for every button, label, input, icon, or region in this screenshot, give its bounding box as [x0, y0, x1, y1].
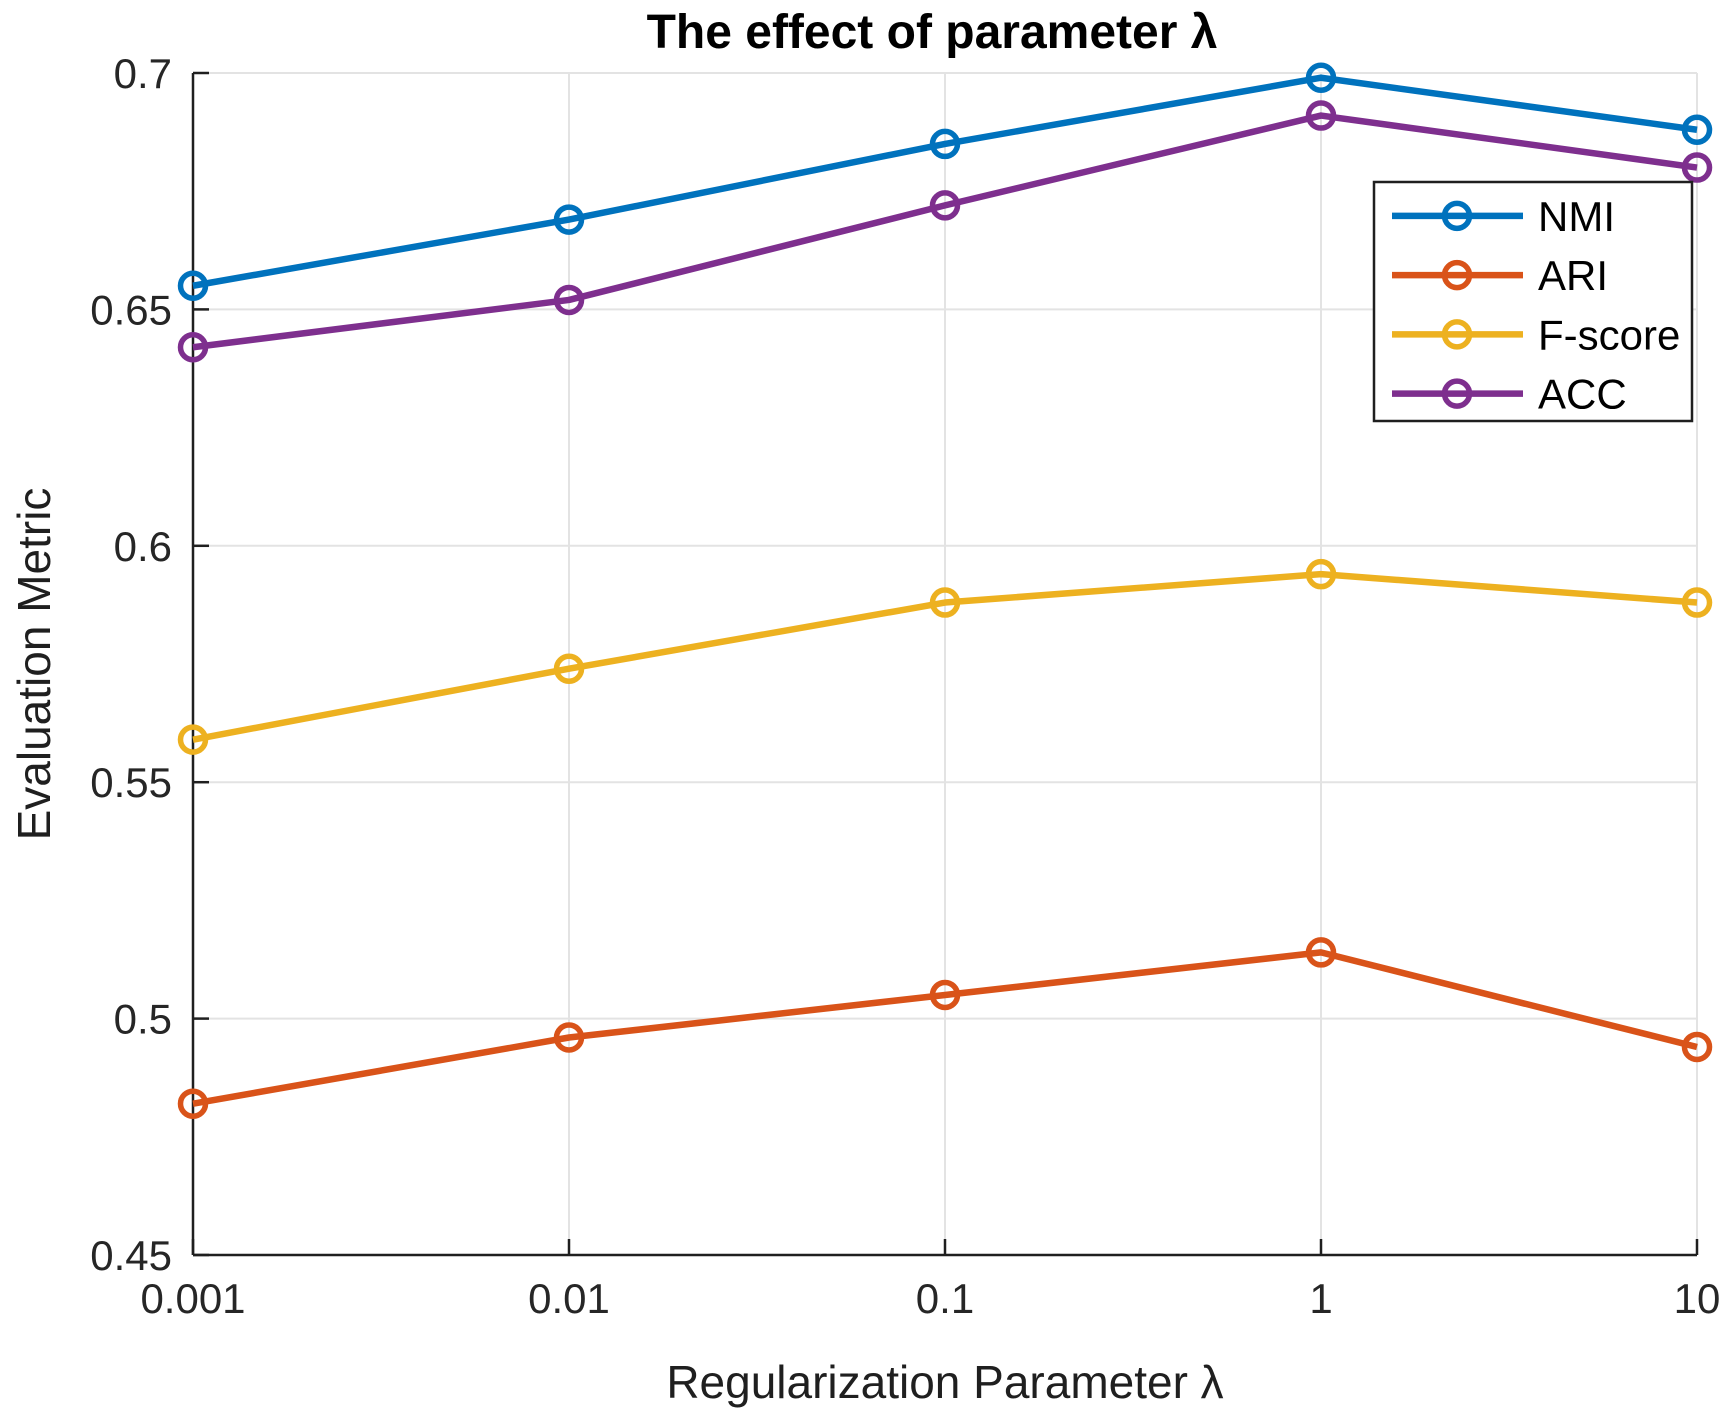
y-tick-label: 0.65	[90, 286, 172, 333]
y-tick-label: 0.7	[114, 50, 172, 97]
legend-marker-ari	[1441, 259, 1473, 291]
legend-entry-acc: ACC	[1392, 371, 1627, 418]
series-layer	[177, 62, 1713, 1119]
x-tick-label: 0.001	[140, 1275, 245, 1322]
series-line-f-score	[192, 570, 1698, 743]
chart-title: The effect of parameter λ	[647, 6, 1218, 59]
series-nmi	[177, 62, 1713, 302]
series-ari	[177, 937, 1713, 1119]
legend-marker-f-score	[1441, 319, 1473, 350]
data-point-marker-f-score	[929, 587, 961, 618]
data-point-marker-ari	[929, 979, 961, 1011]
axes-layer: 0.45 0.5 0.55 0.6 0.65 0.7 0.001 0.01 0.1 1 10	[90, 50, 1720, 1322]
data-point-marker-acc	[929, 190, 961, 221]
x-tick-label: 1	[1309, 1275, 1332, 1322]
x-tick-label: 0.1	[916, 1275, 974, 1322]
data-point-marker-ari	[1305, 937, 1337, 968]
legend-box	[1372, 180, 1694, 423]
series-line-ari	[192, 949, 1698, 1107]
legend-entry-ari: ARI	[1392, 252, 1608, 299]
legend: NMI ARI F-score ACC	[1372, 180, 1694, 423]
data-point-marker-f-score	[1681, 587, 1713, 618]
x-tick-label: 0.01	[528, 1275, 610, 1322]
x-axis-label: Regularization Parameter λ	[666, 1356, 1223, 1408]
x-tick-label: 10	[1674, 1275, 1721, 1322]
data-point-marker-nmi	[929, 128, 961, 160]
y-axis-label: Evaluation Metric	[8, 488, 60, 841]
data-point-marker-acc	[1305, 100, 1337, 131]
data-point-marker-nmi	[553, 204, 585, 235]
y-tick-label: 0.45	[90, 1232, 172, 1279]
data-point-marker-nmi	[1305, 62, 1337, 93]
legend-label-acc: ACC	[1538, 371, 1627, 418]
data-point-marker-f-score	[1305, 558, 1337, 590]
data-point-marker-acc	[553, 284, 585, 316]
data-point-marker-acc	[177, 331, 209, 363]
series-f-score	[177, 558, 1713, 755]
y-tick-label: 0.55	[90, 759, 172, 806]
legend-marker-acc	[1441, 378, 1473, 409]
data-point-marker-ari	[1681, 1031, 1713, 1063]
data-point-marker-ari	[177, 1088, 209, 1119]
y-tick-label: 0.5	[114, 996, 172, 1043]
legend-label-ari: ARI	[1538, 252, 1608, 299]
data-point-marker-f-score	[177, 724, 209, 755]
data-point-marker-acc	[1681, 152, 1713, 183]
legend-entry-f-score: F-score	[1392, 311, 1680, 358]
data-point-marker-nmi	[177, 270, 209, 302]
data-point-marker-ari	[553, 1022, 585, 1053]
data-point-marker-nmi	[1681, 114, 1713, 145]
data-point-marker-f-score	[553, 653, 585, 684]
series-acc	[177, 100, 1713, 363]
legend-label-nmi: NMI	[1538, 193, 1615, 240]
legend-label-f-score: F-score	[1538, 311, 1680, 358]
series-line-nmi	[192, 74, 1698, 289]
y-tick-label: 0.6	[114, 523, 172, 570]
legend-marker-nmi	[1441, 200, 1473, 232]
legend-entry-nmi: NMI	[1392, 193, 1615, 240]
series-line-acc	[192, 112, 1698, 351]
